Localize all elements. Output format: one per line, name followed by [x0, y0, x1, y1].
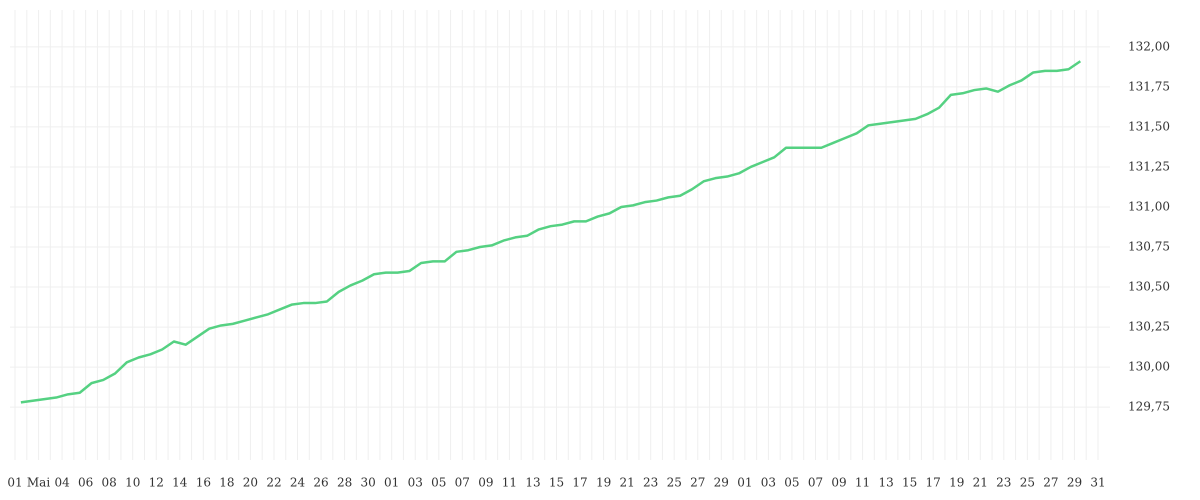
x-tick-label: 23	[996, 476, 1011, 490]
x-tick-label: 29	[714, 476, 729, 490]
x-tick-label: 14	[172, 476, 188, 490]
x-tick-label: 29	[1067, 476, 1082, 490]
x-tick-label: 07	[455, 476, 470, 490]
x-tick-label: 01	[384, 476, 399, 490]
x-tick-label: 21	[973, 476, 988, 490]
x-tick-label: 16	[196, 476, 211, 490]
x-tick-label: 06	[78, 476, 93, 490]
x-tick-label: 11	[855, 476, 870, 490]
y-tick-label: 130,75	[1128, 240, 1170, 254]
x-tick-label: 03	[408, 476, 423, 490]
x-tick-label: 15	[902, 476, 917, 490]
x-tick-label: 09	[478, 476, 493, 490]
x-tick-label: 22	[266, 476, 281, 490]
x-tick-label: 09	[831, 476, 846, 490]
y-tick-label: 132,00	[1128, 39, 1170, 53]
x-tick-label: 17	[926, 476, 941, 490]
x-tick-label: 01	[737, 476, 752, 490]
x-tick-label: 01	[7, 476, 22, 490]
x-tick-label: 25	[667, 476, 682, 490]
x-tick-label: 04	[54, 476, 70, 490]
y-tick-label: 130,50	[1128, 280, 1170, 294]
y-tick-label: 131,25	[1128, 159, 1170, 173]
x-tick-label: 28	[337, 476, 352, 490]
y-tick-label: 130,25	[1128, 320, 1170, 334]
x-tick-label: Mai	[27, 476, 50, 490]
x-tick-label: 05	[431, 476, 446, 490]
x-tick-label: 07	[808, 476, 823, 490]
x-tick-label: 15	[549, 476, 564, 490]
y-tick-label: 131,00	[1128, 199, 1170, 213]
x-tick-label: 30	[361, 476, 376, 490]
x-tick-label: 21	[619, 476, 634, 490]
x-tick-label: 10	[125, 476, 140, 490]
y-tick-label: 129,75	[1128, 400, 1170, 414]
x-tick-label: 08	[102, 476, 117, 490]
x-tick-label: 25	[1020, 476, 1035, 490]
x-tick-label: 03	[761, 476, 776, 490]
x-tick-label: 18	[219, 476, 234, 490]
y-tick-label: 131,50	[1128, 119, 1170, 133]
x-tick-label: 19	[949, 476, 964, 490]
y-tick-label: 130,00	[1128, 360, 1170, 374]
x-tick-label: 20	[243, 476, 258, 490]
x-tick-label: 11	[502, 476, 517, 490]
x-tick-label: 13	[525, 476, 540, 490]
x-tick-label: 19	[596, 476, 611, 490]
x-tick-label: 27	[1043, 476, 1058, 490]
x-tick-label: 24	[290, 476, 306, 490]
x-tick-label: 31	[1090, 476, 1105, 490]
x-tick-label: 27	[690, 476, 705, 490]
x-tick-label: 23	[643, 476, 658, 490]
x-tick-label: 13	[878, 476, 893, 490]
x-tick-label: 05	[784, 476, 799, 490]
x-tick-label: 17	[572, 476, 587, 490]
y-tick-label: 131,75	[1128, 79, 1170, 93]
x-tick-label: 26	[313, 476, 328, 490]
line	[20, 60, 1082, 404]
x-tick-label: 12	[149, 476, 164, 490]
